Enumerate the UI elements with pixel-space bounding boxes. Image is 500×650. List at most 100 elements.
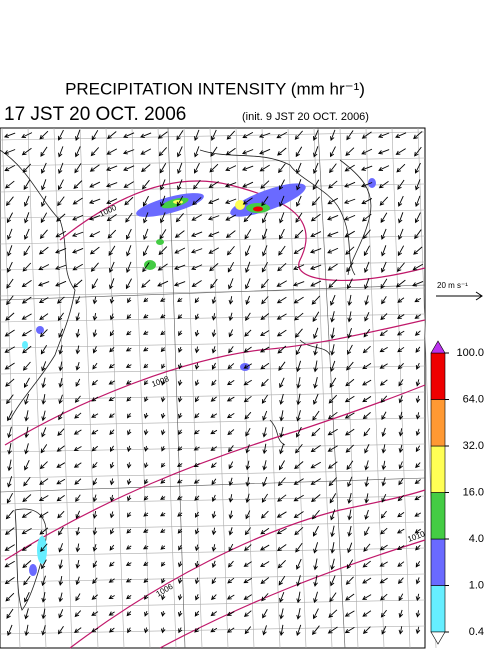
wind-arrow: [161, 363, 166, 370]
wind-arrow: [380, 212, 388, 224]
wind-arrow: [261, 261, 269, 273]
wind-arrow: [243, 379, 252, 386]
wind-arrow: [311, 494, 321, 503]
wind-arrow: [243, 561, 252, 567]
wind-arrow: [415, 395, 421, 404]
wind-arrow: [58, 146, 64, 158]
wind-arrow: [242, 132, 254, 139]
wind-arrow: [397, 297, 405, 303]
wind-arrow: [327, 411, 338, 420]
wind-arrow: [244, 527, 251, 536]
wind-arrow: [38, 297, 49, 303]
wind-arrow: [295, 212, 303, 223]
wind-arrow: [75, 345, 81, 355]
grid-line: [339, 127, 359, 649]
wind-arrow: [225, 230, 236, 238]
wind-arrow: [313, 591, 318, 604]
wind-arrow: [58, 411, 64, 421]
wind-arrow: [397, 179, 405, 190]
wind-arrow: [109, 511, 115, 519]
wind-arrow: [21, 296, 32, 304]
wind-arrow: [414, 212, 421, 224]
wind-arrow: [24, 393, 30, 405]
wind-arrow: [347, 509, 352, 521]
wind-arrow: [177, 314, 183, 320]
wind-arrow: [5, 196, 14, 207]
wind-arrow: [377, 149, 390, 155]
wind-arrow: [127, 495, 132, 502]
wind-arrow: [414, 229, 422, 240]
wind-arrow: [107, 131, 117, 140]
wind-arrow: [143, 545, 149, 550]
wind-arrow: [262, 245, 268, 257]
wind-arrow: [313, 327, 319, 340]
wind-arrow: [24, 426, 29, 439]
colorbar-label: 64.0: [463, 393, 484, 405]
wind-arrow: [211, 478, 217, 486]
wind-arrow: [311, 625, 320, 636]
wind-arrow: [346, 460, 354, 471]
wind-arrow: [380, 609, 387, 618]
wind-arrow: [57, 510, 65, 519]
wind-arrow: [160, 627, 166, 634]
wind-arrow: [157, 131, 168, 139]
wind-arrow: [159, 229, 167, 240]
wind-arrow: [209, 163, 219, 173]
wind-arrow: [91, 379, 98, 386]
wind-arrow: [347, 344, 353, 355]
colorbar-label: 1.0: [469, 579, 484, 591]
wind-arrow: [397, 577, 404, 585]
wind-arrow: [279, 426, 284, 439]
wind-arrow: [228, 312, 234, 322]
wind-arrow: [109, 461, 115, 469]
wind-arrow: [176, 195, 184, 207]
wind-arrow: [58, 377, 64, 388]
grid-line: [0, 391, 426, 401]
wind-arrow: [56, 445, 65, 452]
wind-arrow: [126, 396, 132, 402]
grid-line: [0, 469, 426, 479]
wind-arrow: [415, 462, 421, 469]
wind-arrow: [109, 494, 115, 502]
wind-arrow: [58, 575, 64, 586]
grid-line: [0, 365, 426, 375]
wind-arrow: [278, 460, 285, 471]
wind-arrow: [210, 627, 218, 633]
grid-line: [365, 127, 385, 649]
wind-arrow: [344, 164, 355, 172]
wind-arrow: [123, 181, 134, 188]
wind-arrow: [177, 297, 183, 303]
wind-arrow: [327, 626, 338, 634]
wind-arrow: [345, 444, 355, 453]
wind-arrow: [413, 131, 423, 140]
wind-arrow: [3, 132, 16, 138]
wind-arrow: [74, 610, 82, 618]
wind-arrow: [362, 363, 372, 370]
wind-arrow: [245, 312, 251, 321]
wind-arrow: [295, 344, 302, 356]
wind-arrow: [160, 528, 166, 533]
wind-arrow: [211, 379, 217, 386]
wind-arrow: [4, 180, 15, 189]
wind-arrow: [396, 163, 406, 173]
wind-arrow: [194, 544, 200, 552]
valid-time: 17 JST 20 OCT. 2006: [4, 104, 186, 125]
wind-arrow: [328, 279, 338, 289]
wind-arrow: [178, 330, 183, 337]
wind-arrow: [210, 146, 218, 157]
wind-arrow: [74, 163, 82, 174]
wind-arrow: [58, 361, 64, 372]
wind-arrow: [227, 261, 235, 273]
wind-arrow: [276, 131, 288, 139]
wind-arrow: [177, 561, 183, 568]
wind-arrow: [143, 429, 149, 436]
wind-arrow: [7, 624, 13, 636]
wind-arrow: [142, 179, 150, 190]
wind-arrow: [88, 198, 101, 204]
wind-arrow: [211, 313, 217, 321]
wind-arrow: [262, 625, 267, 636]
wind-arrow: [344, 412, 355, 419]
wind-arrow: [109, 261, 115, 273]
wind-arrow: [344, 626, 355, 634]
